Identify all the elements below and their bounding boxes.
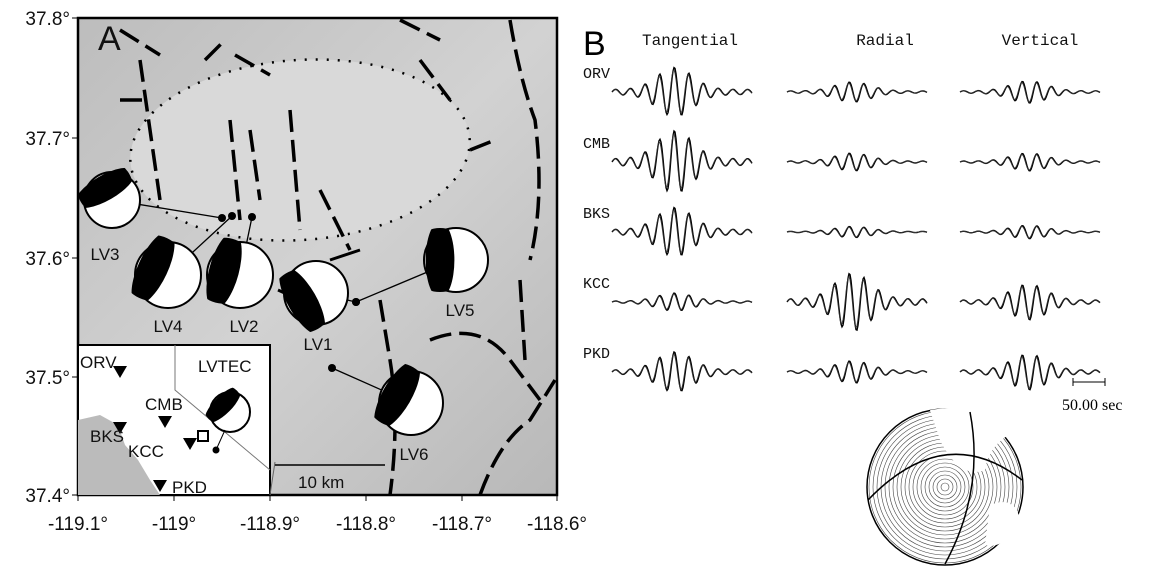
column-header: Vertical: [1002, 32, 1079, 50]
panel-b: B 50.00 sec: [583, 25, 1122, 566]
station-label: ORV: [80, 353, 117, 372]
event-label: LV1: [304, 335, 333, 354]
panel-label: B: [583, 25, 606, 63]
ring: [940, 482, 950, 492]
epicenter: [248, 213, 256, 221]
synthetic-trace: [959, 153, 1101, 171]
ring: [928, 470, 962, 504]
y-tick-label: 37.6°: [25, 249, 70, 270]
ring: [932, 474, 958, 500]
y-tick-label: 37.8°: [25, 9, 70, 30]
beachball: [131, 231, 202, 309]
synthetic-trace: [959, 82, 1101, 103]
observed-trace: [959, 354, 1101, 391]
epicenter: [218, 214, 226, 222]
synthetic-trace: [786, 226, 928, 238]
station-label: KCC: [583, 276, 610, 293]
beachball-outline: [423, 227, 489, 293]
beachball-quadrant: [204, 386, 242, 424]
event-label: LVTEC: [198, 357, 252, 376]
synthetic-trace: [611, 209, 753, 255]
synthetic-trace: [611, 293, 753, 311]
synthetic-trace: [959, 286, 1101, 319]
ring: [916, 458, 974, 516]
station-label: CMB: [583, 136, 610, 153]
ring: [920, 462, 970, 512]
station-label: PKD: [172, 478, 207, 497]
y-tick-label: 37.7°: [25, 129, 70, 150]
beachball-outline: [134, 241, 202, 309]
x-tick-label: -119°: [152, 514, 196, 535]
x-tick-label: -118.9°: [240, 514, 300, 535]
station-label: PKD: [583, 346, 610, 363]
scale-bar-label: 10 km: [298, 473, 344, 492]
time-scale-label: 50.00 sec: [1062, 397, 1122, 414]
event-label: LV2: [230, 317, 259, 336]
station: [158, 416, 172, 428]
synthetic-trace: [959, 356, 1101, 389]
map-frame: [76, 16, 559, 497]
ring: [924, 466, 966, 508]
column-header: Tangential: [642, 32, 738, 50]
synthetic-trace: [786, 82, 928, 102]
epicenter: [328, 364, 336, 372]
synthetic-trace: [786, 361, 928, 383]
beachball: [279, 260, 349, 336]
stereonet: [866, 407, 1024, 566]
beachball-outline: [209, 391, 251, 433]
beachball-outline: [206, 241, 274, 309]
ring: [908, 450, 982, 524]
beachball-outline: [83, 171, 141, 229]
beachball: [204, 386, 251, 433]
station-label: KCC: [128, 442, 164, 461]
ring: [936, 478, 954, 496]
station-label: CMB: [145, 395, 183, 414]
station-label: ORV: [583, 66, 610, 83]
x-tick-label: -118.8°: [336, 514, 396, 535]
station: [153, 480, 167, 492]
event-label: LV6: [400, 445, 429, 464]
beachball: [423, 227, 489, 293]
beachball: [206, 232, 274, 310]
event-label: LV5: [446, 301, 475, 320]
panel-label: A: [98, 20, 121, 58]
station: [183, 438, 197, 450]
epicenter: [352, 298, 360, 306]
synthetic-trace: [611, 132, 753, 190]
beachball-quadrant: [75, 167, 135, 208]
beachball-outline: [378, 370, 444, 436]
y-tick-label: 37.5°: [25, 368, 70, 389]
beachball-quadrant: [279, 266, 326, 336]
station: [113, 422, 127, 434]
beachball-quadrant: [425, 228, 455, 292]
station: [113, 366, 127, 378]
event-label: LV3: [91, 245, 120, 264]
y-tick-label: 37.4°: [25, 486, 70, 507]
beachball-quadrant: [206, 232, 242, 310]
beachball: [374, 360, 444, 436]
station-label: BKS: [583, 206, 610, 223]
x-tick-label: -118.6°: [527, 514, 587, 535]
synthetic-trace: [611, 353, 753, 391]
event-link: [215, 429, 226, 451]
column-header: Radial: [856, 32, 914, 50]
beachball: [75, 167, 141, 229]
synthetic-trace: [786, 275, 928, 329]
epicenter: [228, 212, 236, 220]
epicenter: [212, 446, 220, 454]
synthetic-trace: [611, 69, 753, 115]
beachball-outline: [283, 260, 349, 326]
observed-trace: [959, 284, 1101, 321]
synthetic-trace: [959, 225, 1101, 239]
beachball-quadrant: [374, 360, 421, 430]
x-tick-label: -118.7°: [432, 514, 492, 535]
event-label: LV4: [154, 317, 183, 336]
beachball-quadrant: [131, 231, 175, 305]
synthetic-trace: [786, 153, 928, 171]
station-label: BKS: [90, 427, 124, 446]
x-tick-label: -119.1°: [48, 514, 108, 535]
